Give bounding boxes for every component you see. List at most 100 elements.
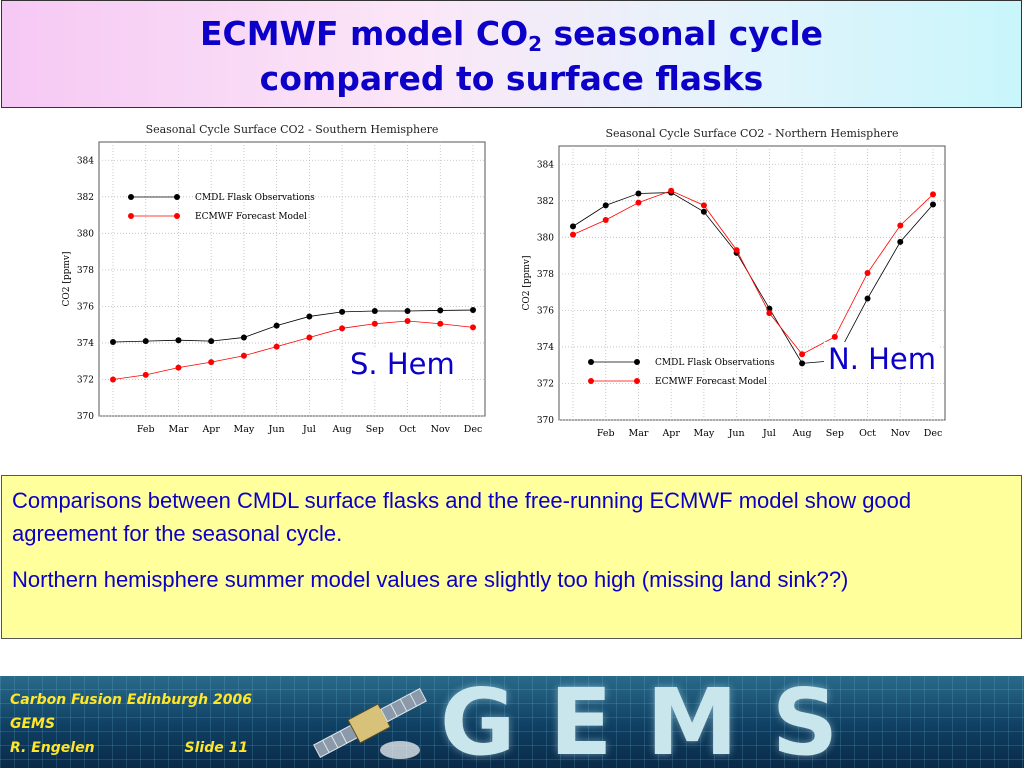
- chart-title: Seasonal Cycle Surface CO2 - Southern He…: [146, 123, 439, 136]
- x-tick-label: Feb: [597, 428, 615, 439]
- y-axis-label: CO2 [ppmv]: [522, 255, 532, 310]
- footer-author-row: R. Engelen Slide 11: [10, 736, 252, 760]
- footer-project: GEMS: [10, 716, 56, 732]
- data-point-observations: [273, 322, 280, 329]
- x-tick-label: Nov: [431, 424, 451, 435]
- y-tick-label: 376: [77, 302, 94, 312]
- x-tick-label: Sep: [826, 428, 844, 439]
- data-point-model: [799, 351, 806, 358]
- y-tick-label: 374: [77, 339, 94, 349]
- summary-text-box: Comparisons between CMDL surface flasks …: [1, 475, 1022, 639]
- summary-paragraph-2: Northern hemisphere summer model values …: [12, 567, 849, 592]
- y-tick-label: 376: [537, 306, 554, 316]
- slide-title: ECMWF model CO2 seasonal cycle compared …: [2, 11, 1021, 101]
- y-tick-label: 372: [77, 375, 94, 385]
- x-tick-label: Jul: [302, 424, 316, 435]
- data-point-observations: [602, 202, 609, 209]
- legend-label: ECMWF Forecast Model: [195, 212, 307, 222]
- satellite-icon: [313, 687, 427, 759]
- y-tick-label: 378: [77, 266, 94, 276]
- south-hemisphere-label: S. Hem: [346, 347, 459, 381]
- data-point-observations: [437, 307, 444, 314]
- slide-number: Slide 11: [184, 740, 249, 756]
- data-point-model: [110, 376, 116, 383]
- x-tick-label: Mar: [628, 428, 648, 439]
- footer-banner: GEMS Carbon Fusion Edinburgh 2006 GEMS R…: [0, 676, 1024, 768]
- data-point-model: [897, 222, 904, 229]
- y-axis-label: CO2 [ppmv]: [62, 251, 72, 306]
- title-banner: ECMWF model CO2 seasonal cycle compared …: [1, 0, 1022, 108]
- x-tick-label: Nov: [891, 428, 911, 439]
- data-point-model: [668, 187, 675, 194]
- data-point-model: [700, 202, 707, 209]
- data-point-model: [240, 352, 247, 359]
- title-line-1: ECMWF model CO2 seasonal cycle: [2, 11, 1021, 56]
- x-tick-label: Jun: [268, 424, 285, 435]
- data-point-observations: [470, 307, 476, 314]
- x-tick-label: Oct: [399, 424, 416, 435]
- legend-label: CMDL Flask Observations: [655, 358, 775, 368]
- data-point-model: [339, 325, 346, 332]
- x-tick-label: Jun: [728, 428, 745, 439]
- x-tick-label: Feb: [137, 424, 155, 435]
- y-tick-label: 374: [537, 343, 554, 353]
- data-point-observations: [897, 238, 904, 245]
- series-line-observations: [572, 192, 934, 364]
- legend-swatch-point: [588, 378, 594, 384]
- footer-grid-background: [0, 676, 1024, 768]
- data-point-model: [635, 199, 642, 206]
- x-tick-label: Apr: [201, 424, 220, 435]
- series-line-model: [112, 320, 474, 380]
- legend-swatch-point: [634, 359, 640, 365]
- footer-event: Carbon Fusion Edinburgh 2006: [10, 692, 252, 708]
- y-tick-label: 382: [537, 197, 554, 207]
- gems-logo: GEMS: [440, 676, 873, 768]
- legend-swatch-point: [634, 378, 640, 384]
- data-point-model: [208, 359, 215, 366]
- x-tick-label: Aug: [792, 428, 812, 439]
- y-tick-label: 384: [537, 160, 554, 170]
- data-point-observations: [404, 307, 411, 314]
- chart-southern-hemisphere: 370 372 374 376 378 380 382 384 Feb Mar Apr May Jun J…: [62, 123, 486, 435]
- data-point-model: [930, 191, 936, 198]
- data-point-observations: [371, 307, 378, 314]
- y-tick-label: 378: [537, 270, 554, 280]
- data-point-observations: [110, 339, 116, 346]
- data-point-model: [733, 247, 740, 254]
- data-point-observations: [306, 313, 313, 320]
- data-point-observations: [339, 308, 346, 315]
- data-point-model: [273, 343, 280, 350]
- data-point-model: [470, 324, 476, 331]
- legend-swatch-point: [174, 194, 180, 200]
- title-subscript: 2: [528, 32, 543, 56]
- legend-swatch-point: [128, 213, 134, 219]
- data-point-model: [175, 364, 182, 371]
- data-point-observations: [175, 337, 182, 344]
- data-point-observations: [700, 208, 707, 215]
- data-point-observations: [635, 190, 642, 197]
- title-line-2: compared to surface flasks: [259, 59, 764, 98]
- data-point-observations: [930, 201, 936, 208]
- series-line-model: [572, 190, 934, 355]
- north-hemisphere-label: N. Hem: [824, 342, 941, 376]
- y-tick-label: 370: [537, 416, 554, 426]
- data-point-observations: [240, 334, 247, 341]
- data-point-model: [570, 231, 576, 238]
- legend-swatch-point: [174, 213, 180, 219]
- data-point-model: [142, 371, 149, 378]
- x-tick-label: Aug: [332, 424, 352, 435]
- y-tick-label: 372: [537, 379, 554, 389]
- data-point-model: [437, 320, 444, 327]
- y-tick-label: 384: [77, 156, 94, 166]
- x-tick-label: Mar: [168, 424, 188, 435]
- title-text-part2: seasonal cycle: [542, 14, 824, 53]
- data-point-model: [602, 216, 609, 223]
- x-tick-label: Apr: [661, 428, 680, 439]
- chart-northern-hemisphere: 370 372 374 376 378 380 382 384 Feb Mar Apr May Jun J…: [522, 127, 946, 439]
- legend-label: ECMWF Forecast Model: [655, 377, 767, 387]
- x-tick-label: Dec: [924, 428, 943, 439]
- data-point-observations: [864, 295, 871, 302]
- y-tick-label: 382: [77, 193, 94, 203]
- y-tick-label: 370: [77, 412, 94, 422]
- footer-credits: Carbon Fusion Edinburgh 2006 GEMS R. Eng…: [10, 688, 252, 760]
